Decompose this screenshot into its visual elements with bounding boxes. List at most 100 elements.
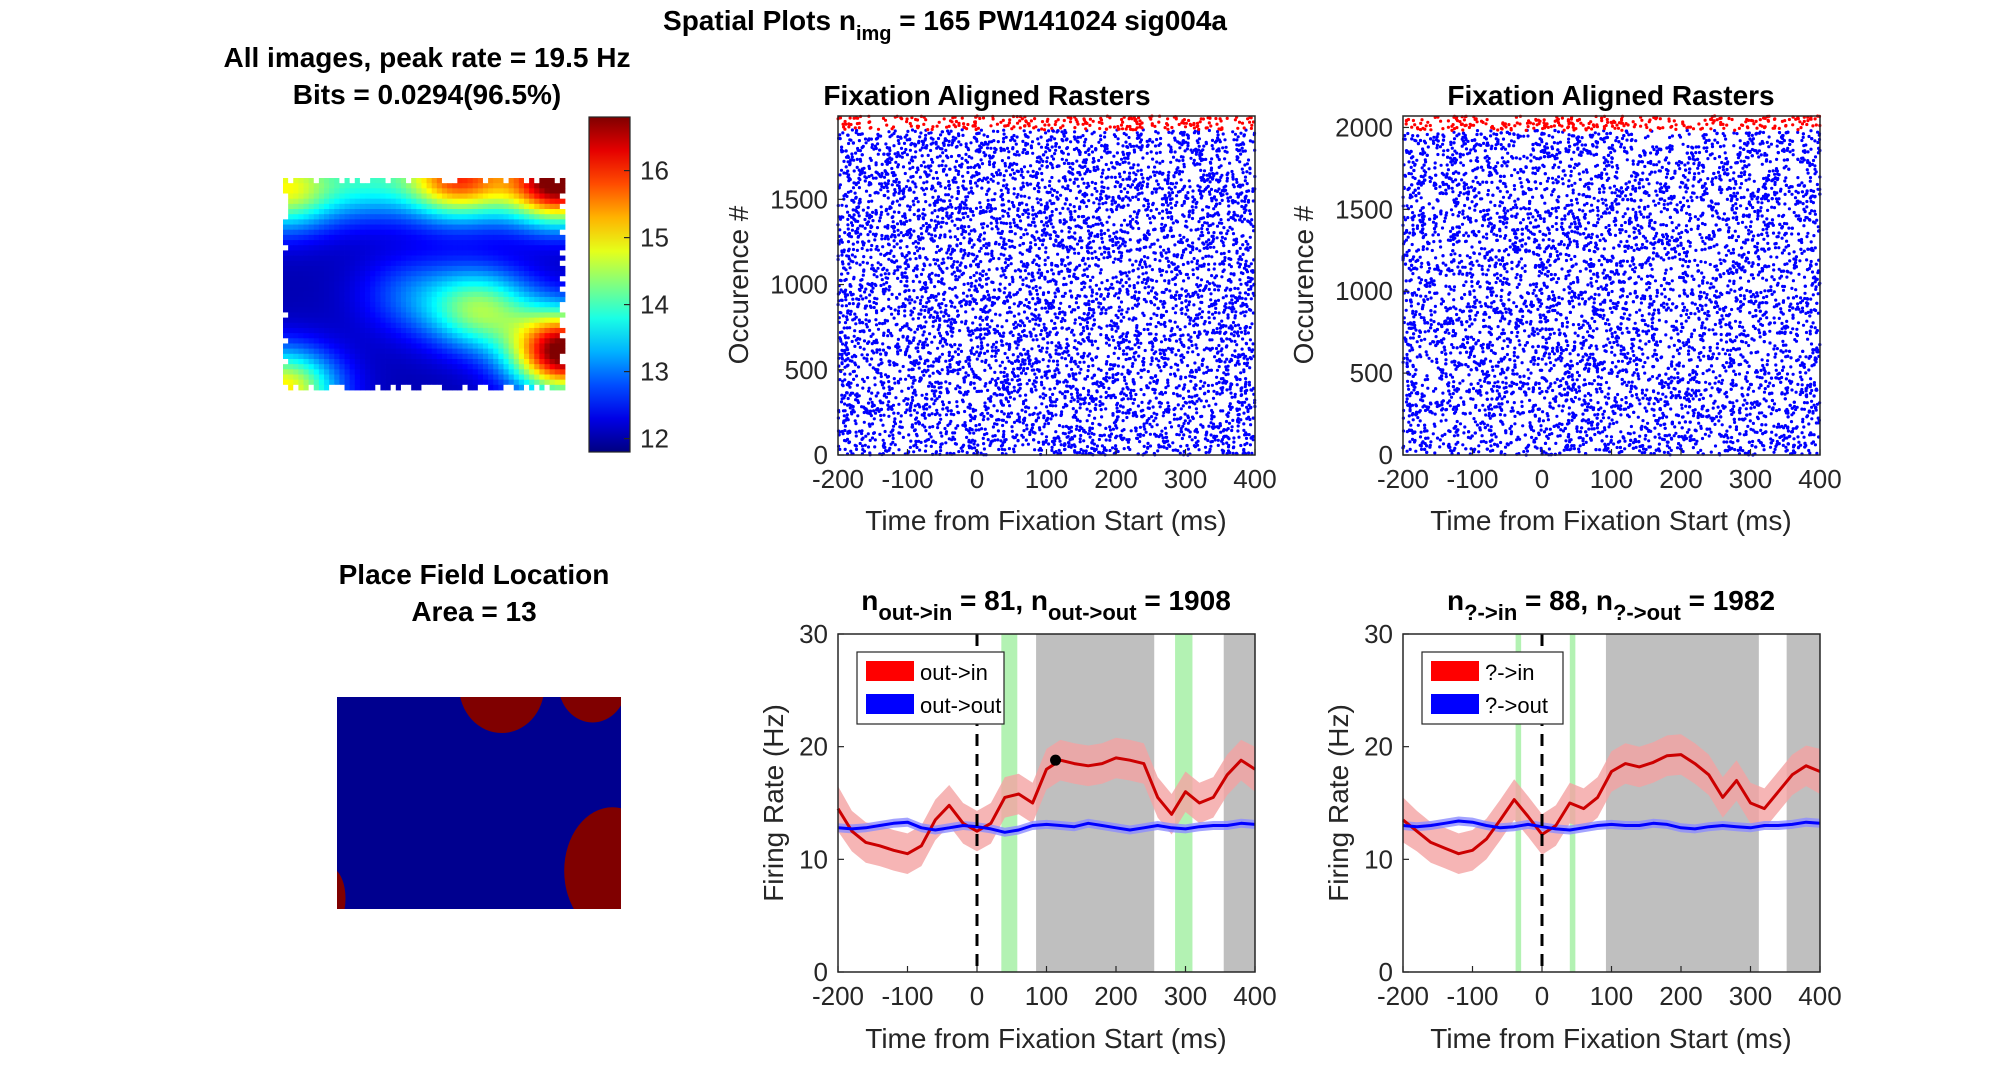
heatmap-cell [452,229,458,236]
raster1-spike [881,348,886,352]
heatmap-cell [298,291,304,298]
raster1-spike [1141,180,1145,184]
heatmap-cell [467,302,474,308]
raster1-spike [1099,326,1103,330]
raster1-spike [1230,298,1234,302]
heatmap-cell [349,209,356,215]
raster1-spike [1086,181,1090,185]
raster1-spike [905,219,909,223]
raster1-spike [1183,383,1187,387]
heatmap-cell [395,333,402,339]
placefield-regions [337,697,621,909]
raster1-spike [1095,444,1099,448]
raster1-spike [1050,448,1054,452]
heatmap-cell [375,296,381,303]
heatmap-cell [339,188,345,194]
placefield-region [560,697,621,723]
raster1-spike [905,408,909,412]
heatmap-cell [467,203,474,210]
raster1-spike [1180,203,1184,208]
raster1-spike [1214,198,1218,202]
heatmap-cell [539,322,545,329]
heatmap-cell [318,322,325,329]
raster1-spike [969,419,973,423]
raster1-spike [925,392,929,396]
raster1-spike [1068,305,1072,309]
heatmap-cell [349,276,356,282]
heatmap-cell [421,255,427,262]
raster1-spike [1053,400,1057,404]
heatmap-cell [554,333,561,339]
heatmap-cell [365,209,371,215]
heatmap-cell [441,224,448,231]
heatmap-cell [411,229,417,236]
raster1-spike [1053,312,1057,316]
heatmap-cell [318,343,325,350]
heatmap-cell [293,224,299,231]
raster1-spike [1162,300,1166,304]
heatmap-cell [467,338,474,344]
raster1-spike [1123,230,1127,234]
heatmap-cell [498,183,504,189]
heatmap-cell [472,369,479,375]
heatmap-cell [436,302,443,308]
raster1-spike [1178,394,1182,398]
heatmap-cell [339,245,345,251]
raster1-spike [986,198,990,202]
heatmap-cell [400,343,407,350]
raster1-spike [1251,434,1255,439]
raster1-spike [1212,207,1216,211]
heatmap-cell [447,224,453,231]
heatmap-cell [559,271,566,277]
heatmap-cell [349,317,356,324]
heatmap-cell [539,343,545,350]
heatmap-cell [559,384,566,391]
heatmap-cell [467,271,474,277]
raster1-spike [1150,425,1154,429]
heatmap-cell [313,322,320,329]
heatmap-cell [390,281,397,287]
heatmap-cell [523,369,530,375]
heatmap-cell [518,198,525,205]
raster1-spike [896,312,901,316]
heatmap-cell [493,348,499,355]
raster1-spike [1145,185,1149,189]
heatmap-cell [462,193,468,200]
raster1-spike [874,146,878,151]
heatmap-cell [488,302,494,308]
heatmap-cell [441,281,448,287]
raster1-spike [1146,441,1150,445]
raster1-spike [1154,130,1158,134]
heatmap-cell [365,219,371,225]
raster1-spike [1167,443,1171,447]
heatmap-cell [503,203,509,210]
heatmap-cell [472,250,479,256]
heatmap-cell [329,209,335,215]
heatmap-cell [283,271,289,277]
heatmap-cell [431,250,438,256]
heatmap-cell [329,369,335,375]
raster1-spike [1150,359,1154,363]
heatmap-cell [534,209,540,215]
heatmap-cell [385,358,392,365]
raster1-spike [999,221,1003,225]
raster1-spike [1177,424,1181,428]
heatmap-cell [406,250,412,256]
heatmap-cell [416,250,422,256]
heatmap-cell [482,260,489,267]
raster1-spike [1001,334,1005,338]
heatmap-cell [529,343,535,350]
heatmap-cell [457,219,463,225]
heatmap-cell [303,224,310,231]
heatmap-cell [513,302,520,308]
heatmap-cell [431,384,438,391]
raster1-spike [1037,264,1041,268]
heatmap-cell [359,271,366,277]
raster1-spike [1029,334,1033,338]
raster1-spike [1225,441,1229,445]
raster1-spike [1024,228,1028,232]
heatmap-cell [503,379,509,386]
raster1-spike [1164,431,1168,435]
heatmap-cell [329,219,335,225]
heatmap-cell [467,183,474,189]
